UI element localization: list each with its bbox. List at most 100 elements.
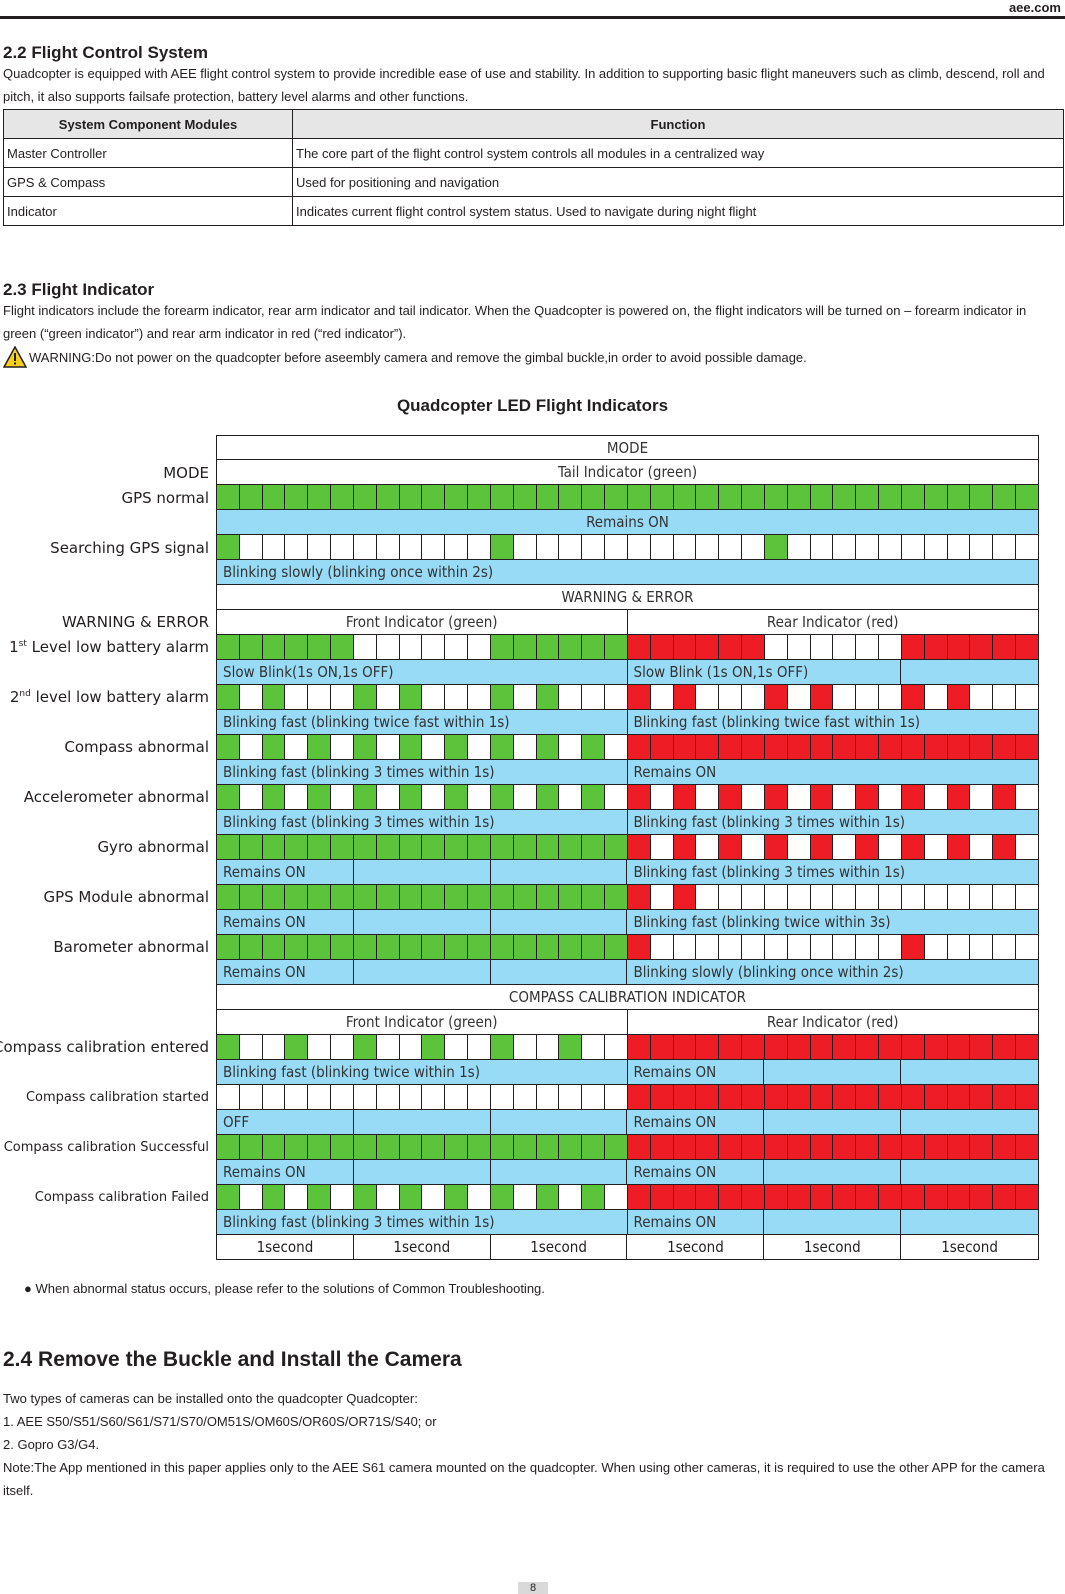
led-off-cell	[879, 535, 902, 559]
led-red-cell	[993, 835, 1016, 859]
led-red-cell	[901, 1085, 925, 1109]
desc-row: Blinking fast (blinking 3 times within 1…	[216, 810, 1039, 835]
led-red-cell	[856, 735, 880, 759]
led-red-cell	[879, 1035, 902, 1059]
led-green-cell	[445, 485, 469, 509]
led-off-cell	[787, 535, 811, 559]
led-off-cell	[742, 685, 765, 709]
led-red-cell	[742, 635, 765, 659]
led-red-cell	[742, 735, 765, 759]
desc-blank	[764, 1160, 902, 1184]
desc-text: Remains ON	[628, 1060, 765, 1084]
warning-header-row: WARNING & ERROR	[216, 585, 1039, 610]
led-off-cell	[970, 885, 994, 909]
led-off-cell	[1015, 935, 1038, 959]
led-off-cell	[468, 735, 491, 759]
led-red-cell	[696, 735, 720, 759]
led-red-cell	[719, 785, 743, 809]
led-off-cell	[833, 685, 857, 709]
baro-abnormal-label: Barometer abnormal	[53, 938, 209, 956]
led-off-cell	[559, 535, 583, 559]
level2-text: level low battery alarm	[30, 688, 209, 706]
led-red-cell	[810, 735, 834, 759]
led-green-cell	[559, 485, 583, 509]
led-red-cell	[787, 1135, 811, 1159]
led-green-cell	[217, 935, 240, 959]
led-red-cell	[673, 835, 697, 859]
led-red-cell	[627, 885, 651, 909]
led-off-cell	[605, 1185, 628, 1209]
led-off-cell	[239, 535, 263, 559]
led-off-cell	[696, 535, 720, 559]
led-red-cell	[924, 1185, 948, 1209]
led-off-cell	[901, 535, 925, 559]
led-off-cell	[810, 885, 834, 909]
led-green-cell	[445, 1185, 469, 1209]
section-2-4-line: Two types of cameras can be installed on…	[3, 1391, 418, 1406]
led-red-cell	[901, 735, 925, 759]
led-red-cell	[970, 635, 994, 659]
led-green-cell	[399, 735, 423, 759]
desc-row: Remains ON Blinking slowly (blinking onc…	[216, 960, 1039, 985]
led-green-cell	[262, 485, 286, 509]
led-green-cell	[285, 1135, 309, 1159]
led-red-cell	[627, 685, 651, 709]
led-off-cell	[376, 535, 400, 559]
led-off-cell	[605, 785, 628, 809]
led-green-cell	[468, 485, 491, 509]
led-off-cell	[422, 785, 446, 809]
section-2-4-line: 2. Gopro G3/G4.	[3, 1437, 100, 1452]
rear-indicator-header: Rear Indicator (red)	[766, 1013, 899, 1031]
led-green-cell	[422, 485, 446, 509]
desc-blank	[764, 1210, 902, 1234]
led-off-cell	[239, 1085, 263, 1109]
led-off-cell	[605, 735, 628, 759]
led-off-cell	[856, 635, 880, 659]
led-green-cell	[376, 935, 400, 959]
led-red-cell	[947, 685, 971, 709]
led-row	[216, 635, 1039, 660]
led-red-cell	[1015, 1185, 1038, 1209]
desc-text: Blinking fast (blinking 3 times within 1…	[633, 863, 906, 881]
led-red-cell	[650, 1035, 674, 1059]
led-off-cell	[924, 935, 948, 959]
led-off-cell	[422, 1085, 446, 1109]
led-red-cell	[947, 1135, 971, 1159]
section-2-2-intro: Quadcopter is equipped with AEE flight c…	[3, 66, 1045, 104]
gyro-abnormal-label: Gyro abnormal	[97, 838, 209, 856]
led-off-cell	[445, 1035, 469, 1059]
led-red-cell	[696, 1085, 720, 1109]
led-off-cell	[376, 785, 400, 809]
led-green-cell	[353, 735, 377, 759]
led-cells	[217, 835, 1038, 859]
led-off-cell	[559, 785, 583, 809]
led-red-cell	[719, 1185, 743, 1209]
led-green-cell	[605, 835, 628, 859]
led-red-cell	[673, 735, 697, 759]
led-red-cell	[924, 1035, 948, 1059]
led-red-cell	[650, 1085, 674, 1109]
led-red-cell	[901, 1185, 925, 1209]
led-red-cell	[627, 935, 651, 959]
led-red-cell	[1015, 1035, 1038, 1059]
led-off-cell	[924, 785, 948, 809]
led-green-cell	[445, 935, 469, 959]
led-off-cell	[901, 885, 925, 909]
led-green-cell	[879, 485, 902, 509]
led-green-cell	[559, 635, 583, 659]
led-red-cell	[901, 685, 925, 709]
led-off-cell	[490, 1085, 514, 1109]
header-rule	[0, 16, 1065, 19]
level2-sup: nd	[19, 689, 31, 699]
led-off-cell	[331, 1035, 354, 1059]
led-off-cell	[445, 535, 469, 559]
led-green-cell	[490, 635, 514, 659]
led-off-cell	[513, 535, 537, 559]
led-red-cell	[742, 1035, 765, 1059]
led-red-cell	[947, 835, 971, 859]
led-green-cell	[262, 1135, 286, 1159]
led-red-cell	[947, 1185, 971, 1209]
led-row	[216, 1085, 1039, 1110]
warning-text: WARNING:Do not power on the quadcopter b…	[29, 349, 807, 365]
led-off-cell	[787, 685, 811, 709]
